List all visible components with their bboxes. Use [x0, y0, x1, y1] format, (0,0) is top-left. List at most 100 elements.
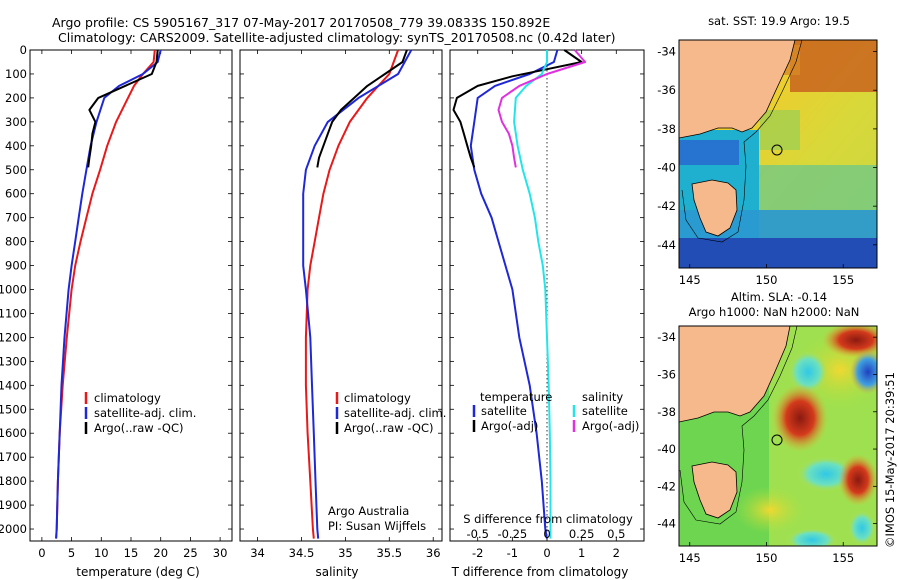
sst-mainland	[679, 40, 796, 139]
depth-tick-label: 2000	[0, 522, 27, 536]
depth-tick-label: 1100	[0, 306, 27, 320]
x-tick-label: 25	[183, 546, 198, 560]
sla-tasmania	[691, 461, 738, 519]
x-tick-label: 1	[578, 546, 585, 560]
depth-tick-label: 500	[5, 163, 27, 177]
temperature-plot-frame	[29, 49, 233, 542]
lon-tick-label: 150	[756, 273, 778, 287]
x-tick-label: 35	[338, 546, 353, 560]
depth-tick-label: 1600	[0, 426, 27, 440]
annotation-pi: PI: Susan Wijffels	[328, 519, 426, 533]
difference-panel: -2 -1 0 1 2 S difference from climatology -0…	[449, 49, 645, 579]
lon-tick-label: 155	[832, 273, 854, 287]
lat-tick-label: -34	[657, 330, 676, 344]
sla-cyan-south	[786, 528, 838, 546]
legend-label-satellite: satellite-adj. clim.	[94, 406, 196, 420]
salinity-panel: 34 34.5 35 35.5 36 salinity climatology sate…	[239, 49, 446, 579]
depth-tick-label: 1200	[0, 330, 27, 344]
sst-map-ticks: 145 150 155 -34 -36 -38 -40 -42 -44	[657, 45, 877, 287]
lat-tick-label: -36	[657, 83, 676, 97]
depth-tick-label: 1000	[0, 283, 27, 297]
sst-green-band	[750, 165, 877, 210]
sst-warm-core	[790, 40, 877, 92]
temperature-xlabel: temperature (deg C)	[76, 565, 199, 579]
legend-header-temperature: temperature	[480, 390, 552, 404]
temperature-series	[55, 49, 162, 539]
series-line-temperature-argo-adj	[452, 49, 583, 168]
lat-tick-label: -34	[657, 45, 676, 59]
sla-cyan-north	[788, 350, 828, 394]
sst-cold-south	[679, 238, 877, 268]
depth-tick-label: 800	[5, 235, 27, 249]
legend-header-salinity: salinity	[582, 390, 623, 404]
x-tick-label: 34.5	[289, 546, 315, 560]
x-tick-label: 36	[426, 546, 441, 560]
header-line-2: Climatology: CARS2009. Satellite-adjuste…	[58, 30, 615, 45]
x-tick-label: 10	[94, 546, 109, 560]
legend-label-climatology: climatology	[94, 391, 161, 405]
x-tick-label: 20	[153, 546, 168, 560]
lat-tick-label: -40	[657, 161, 676, 175]
sla-mainland	[679, 326, 791, 423]
sst-cold-patch	[679, 140, 739, 165]
sst-map-frame	[678, 39, 878, 269]
x-tick-label: 34	[250, 546, 265, 560]
lon-tick-label: 155	[832, 551, 854, 565]
salinity-xlabel: salinity	[315, 565, 358, 579]
lon-tick-label: 150	[756, 551, 778, 565]
legend-label-argo: Argo(..raw -QC)	[94, 421, 184, 435]
x-tick-label: -2	[472, 546, 483, 560]
sst-tasmania	[691, 179, 738, 237]
lat-tick-label: -44	[657, 238, 676, 252]
lat-tick-label: -44	[657, 517, 676, 531]
temperature-legend: climatology satellite-adj. clim. Argo(..…	[84, 391, 196, 435]
sla-argo-marker	[771, 434, 783, 446]
sla-yellow-south	[734, 486, 806, 534]
legend-label-sal-argo: Argo(-adj)	[582, 419, 639, 433]
legend-label-sal-satellite: satellite	[582, 404, 628, 418]
x-tick-label: 5	[68, 546, 75, 560]
sla-red-north	[822, 326, 877, 358]
salinity-diff-tick-labels: -0.5 -0.25 0 0.25 0.5	[466, 527, 625, 541]
lon-tick-label: 145	[679, 273, 701, 287]
difference-axis-ticks: -2 -1 0 1 2	[450, 49, 644, 560]
series-line-argo-raw-qc	[316, 49, 408, 168]
depth-tick-label: 1400	[0, 378, 27, 392]
x-tick-label: 30	[213, 546, 228, 560]
header-line-1: Argo profile: CS 5905167_317 07-May-2017…	[52, 15, 550, 30]
salinity-diff-xlabel: S difference from climatology	[463, 512, 633, 526]
series-line-satellite-adj-clim	[55, 49, 162, 539]
salinity-diff-tick-label: -0.5	[466, 527, 488, 541]
depth-tick-label: 900	[5, 259, 27, 273]
temperature-diff-xlabel: T difference from climatology	[451, 565, 629, 579]
lat-tick-label: -42	[657, 479, 676, 493]
sla-map-frame	[678, 325, 878, 547]
series-line-climatology	[304, 49, 400, 539]
lon-tick-label: 145	[679, 551, 701, 565]
depth-tick-label: 200	[5, 91, 27, 105]
lat-tick-label: -42	[657, 199, 676, 213]
sla-map-title: Altim. SLA: -0.14	[731, 290, 827, 304]
x-tick-label: 15	[124, 546, 139, 560]
sla-red-south	[838, 454, 877, 506]
salinity-legend: climatology satellite-adj. clim. Argo(..…	[335, 391, 446, 435]
salinity-diff-tick-label: 0	[543, 527, 550, 541]
series-line-salinity-satellite	[513, 50, 552, 539]
depth-tick-label: 600	[5, 187, 27, 201]
temperature-panel: 0 5 10 15 20 25 30 temperature (deg C) climato…	[29, 49, 233, 579]
depth-tick-labels: 0 100 200 300 400 500 600 700 800 900 1000 1100 1200…	[0, 43, 27, 536]
sst-map-title: sat. SST: 19.9 Argo: 19.5	[708, 14, 850, 28]
sla-map-ticks: 145 150 155 -34 -36 -38 -40 -42 -44	[657, 330, 877, 565]
salinity-axis-ticks: 34 34.5 35 35.5 36	[240, 49, 442, 560]
depth-tick-label: 400	[5, 139, 27, 153]
salinity-diff-tick-label: -0.25	[497, 527, 527, 541]
depth-tick-label: 300	[5, 115, 27, 129]
sla-cyan-southeast	[848, 510, 876, 546]
sla-map: Altim. SLA: -0.14 Argo h1000: NaN h2000:…	[657, 290, 878, 565]
lat-tick-label: -36	[657, 367, 676, 381]
legend-label-argo: Argo(..raw -QC)	[344, 421, 434, 435]
depth-tick-label: 1500	[0, 402, 27, 416]
salinity-series	[302, 49, 413, 539]
lat-tick-label: -38	[657, 405, 676, 419]
